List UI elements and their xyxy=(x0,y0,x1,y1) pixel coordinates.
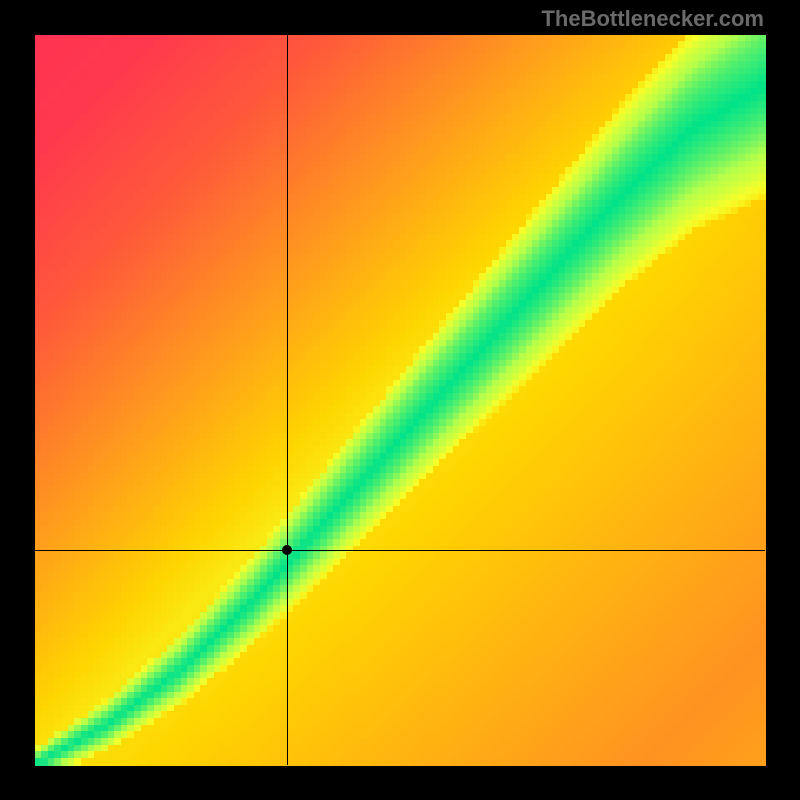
crosshair-vertical xyxy=(287,35,288,765)
data-point-marker xyxy=(282,545,292,555)
chart-container: TheBottlenecker.com xyxy=(0,0,800,800)
crosshair-horizontal xyxy=(35,550,765,551)
watermark-label: TheBottlenecker.com xyxy=(541,6,764,32)
bottleneck-heatmap xyxy=(0,0,800,800)
